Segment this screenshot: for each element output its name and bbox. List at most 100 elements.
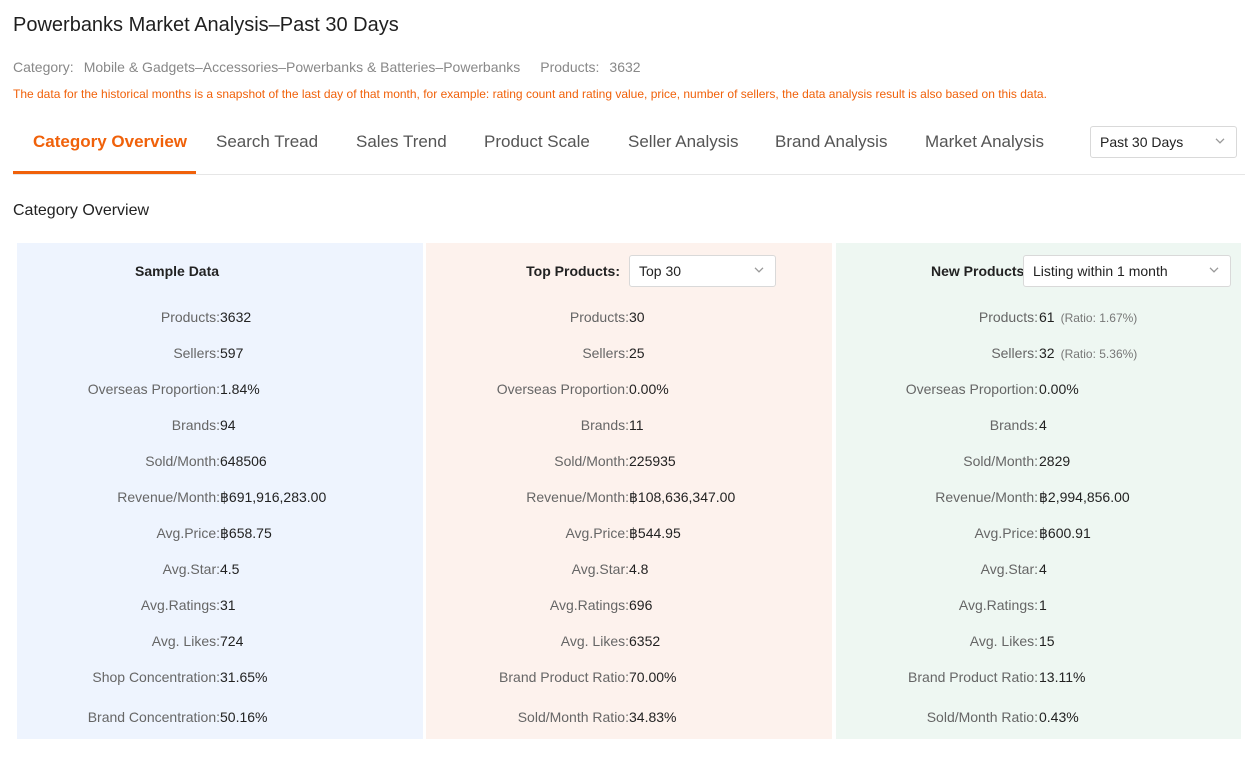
- metric-row: Avg.Ratings: 696: [426, 597, 832, 617]
- metric-value-text: ฿691,916,283.00: [220, 489, 327, 505]
- metric-value: 648506: [220, 453, 267, 469]
- metric-label: Sold/Month:: [554, 453, 629, 469]
- chevron-down-icon: [754, 267, 764, 273]
- tab-category-overview[interactable]: Category Overview: [33, 132, 188, 151]
- metric-value: 6352: [629, 633, 660, 649]
- metric-label: Avg.Price:: [156, 525, 220, 541]
- top-products-select[interactable]: Top 30: [629, 255, 776, 287]
- metric-label: Avg.Star:: [571, 561, 629, 577]
- metric-value: ฿2,994,856.00: [1039, 489, 1130, 506]
- metric-value: 94: [220, 417, 236, 433]
- metric-label: Avg. Likes:: [560, 633, 629, 649]
- metric-value: 4.8: [629, 561, 648, 577]
- metric-row: Products: 30: [426, 309, 832, 329]
- metric-value-text: 61: [1039, 309, 1055, 325]
- metric-value-text: 2829: [1039, 453, 1071, 469]
- metric-value-text: ฿2,994,856.00: [1039, 489, 1130, 505]
- metric-value-text: 3632: [220, 309, 252, 325]
- metric-value: ฿691,916,283.00: [220, 489, 326, 506]
- metric-row: Avg.Star: 4.5: [17, 561, 423, 581]
- period-select[interactable]: Past 30 Days: [1090, 126, 1237, 158]
- metric-value-text: 70.00%: [629, 669, 677, 685]
- metric-value-text: 696: [629, 597, 653, 613]
- new-products-panel: New Products: Listing within 1 month Pro…: [836, 243, 1241, 739]
- metric-label: Avg.Price:: [565, 525, 629, 541]
- metric-label: Revenue/Month:: [935, 489, 1038, 505]
- metric-label: Brands:: [580, 417, 629, 433]
- sample-data-title: Sample Data: [135, 263, 220, 279]
- metric-value: 61 (Ratio: 1.67%): [1039, 309, 1137, 325]
- tab-sales-trend[interactable]: Sales Trend: [356, 132, 447, 151]
- metric-row: Revenue/Month: ฿2,994,856.00: [836, 489, 1241, 509]
- metric-value-text: ฿600.91: [1039, 525, 1091, 541]
- new-products-select-value: Listing within 1 month: [1033, 263, 1168, 279]
- metric-row: Avg.Price: ฿544.95: [426, 525, 832, 545]
- metric-value: 30: [629, 309, 645, 325]
- metric-value: 25: [629, 345, 645, 361]
- metric-label: Avg.Ratings:: [549, 597, 629, 613]
- metric-row: Brand Product Ratio: 13.11%: [836, 669, 1241, 689]
- metric-row: Sellers: 597: [17, 345, 423, 365]
- metric-value-text: 30: [629, 309, 645, 325]
- metric-value: 0.00%: [1039, 381, 1079, 397]
- metric-label: Avg.Ratings:: [140, 597, 220, 613]
- tab-market-analysis[interactable]: Market Analysis: [925, 132, 1045, 151]
- metric-label: Avg.Price:: [974, 525, 1038, 541]
- metric-value: 50.16%: [220, 709, 267, 725]
- metric-value-text: 1: [1039, 597, 1047, 613]
- active-tab-indicator: [13, 171, 196, 174]
- metric-row: Brands: 94: [17, 417, 423, 437]
- metric-value-text: 1.84%: [220, 381, 260, 397]
- new-products-title: New Products:: [930, 263, 1029, 279]
- metric-value-text: 0.43%: [1039, 709, 1079, 725]
- category-label: Category:: [13, 59, 74, 75]
- metric-value: 0.43%: [1039, 709, 1079, 725]
- top-products-panel: Top Products: Top 30 Products: 30 Sellers:…: [426, 243, 832, 739]
- metric-label: Sellers:: [991, 345, 1038, 361]
- metric-value: 32 (Ratio: 5.36%): [1039, 345, 1137, 361]
- new-products-select[interactable]: Listing within 1 month: [1023, 255, 1231, 287]
- category-path: Mobile & Gadgets–Accessories–Powerbanks …: [83, 59, 521, 75]
- metric-label: Sold/Month Ratio:: [517, 709, 629, 725]
- metric-row: Sold/Month Ratio: 34.83%: [426, 709, 832, 729]
- metric-value: ฿658.75: [220, 525, 272, 542]
- metric-label: Overseas Proportion:: [87, 381, 220, 397]
- metric-label: Avg.Star:: [162, 561, 220, 577]
- metric-value-text: ฿108,636,347.00: [629, 489, 736, 505]
- metric-label: Brand Product Ratio:: [908, 669, 1038, 685]
- metric-row: Avg.Star: 4: [836, 561, 1241, 581]
- metric-value-text: 50.16%: [220, 709, 268, 725]
- top-products-title: Top Products:: [526, 263, 620, 279]
- metric-value-text: 94: [220, 417, 236, 433]
- metric-value: 1: [1039, 597, 1047, 613]
- tab-product-scale[interactable]: Product Scale: [484, 132, 590, 151]
- sample-data-panel: Sample Data Products: 3632 Sellers: 597 Over…: [17, 243, 423, 739]
- category-meta: Category: Mobile & Gadgets–Accessories–Po…: [13, 59, 641, 75]
- metric-label: Sold/Month:: [145, 453, 220, 469]
- metric-value-text: ฿658.75: [220, 525, 272, 541]
- metric-value: 225935: [629, 453, 676, 469]
- metric-value-text: 724: [220, 633, 244, 649]
- metric-value-text: 15: [1039, 633, 1055, 649]
- metric-ratio: (Ratio: 1.67%): [1060, 311, 1138, 325]
- tab-brand-analysis[interactable]: Brand Analysis: [775, 132, 888, 151]
- metric-row: Avg.Ratings: 31: [17, 597, 423, 617]
- metric-row: Sold/Month Ratio: 0.43%: [836, 709, 1241, 729]
- tab-search-tread[interactable]: Search Tread: [216, 132, 319, 151]
- metric-value: 597: [220, 345, 243, 361]
- metric-value: 1.84%: [220, 381, 260, 397]
- metric-row: Avg. Likes: 6352: [426, 633, 832, 653]
- metric-row: Revenue/Month: ฿108,636,347.00: [426, 489, 832, 509]
- metric-label: Products:: [160, 309, 220, 325]
- metric-value-text: 25: [629, 345, 645, 361]
- metric-value-text: 6352: [629, 633, 661, 649]
- metric-value: 11: [629, 417, 644, 433]
- metric-row: Brands: 4: [836, 417, 1241, 437]
- metric-row: Overseas Proportion: 0.00%: [426, 381, 832, 401]
- tab-seller-analysis[interactable]: Seller Analysis: [628, 132, 739, 151]
- metric-row: Shop Concentration: 31.65%: [17, 669, 423, 689]
- metric-row: Revenue/Month: ฿691,916,283.00: [17, 489, 423, 509]
- section-title: Category Overview: [13, 202, 150, 219]
- metric-row: Avg.Price: ฿600.91: [836, 525, 1241, 545]
- page-title: Powerbanks Market Analysis–Past 30 Days: [13, 14, 399, 36]
